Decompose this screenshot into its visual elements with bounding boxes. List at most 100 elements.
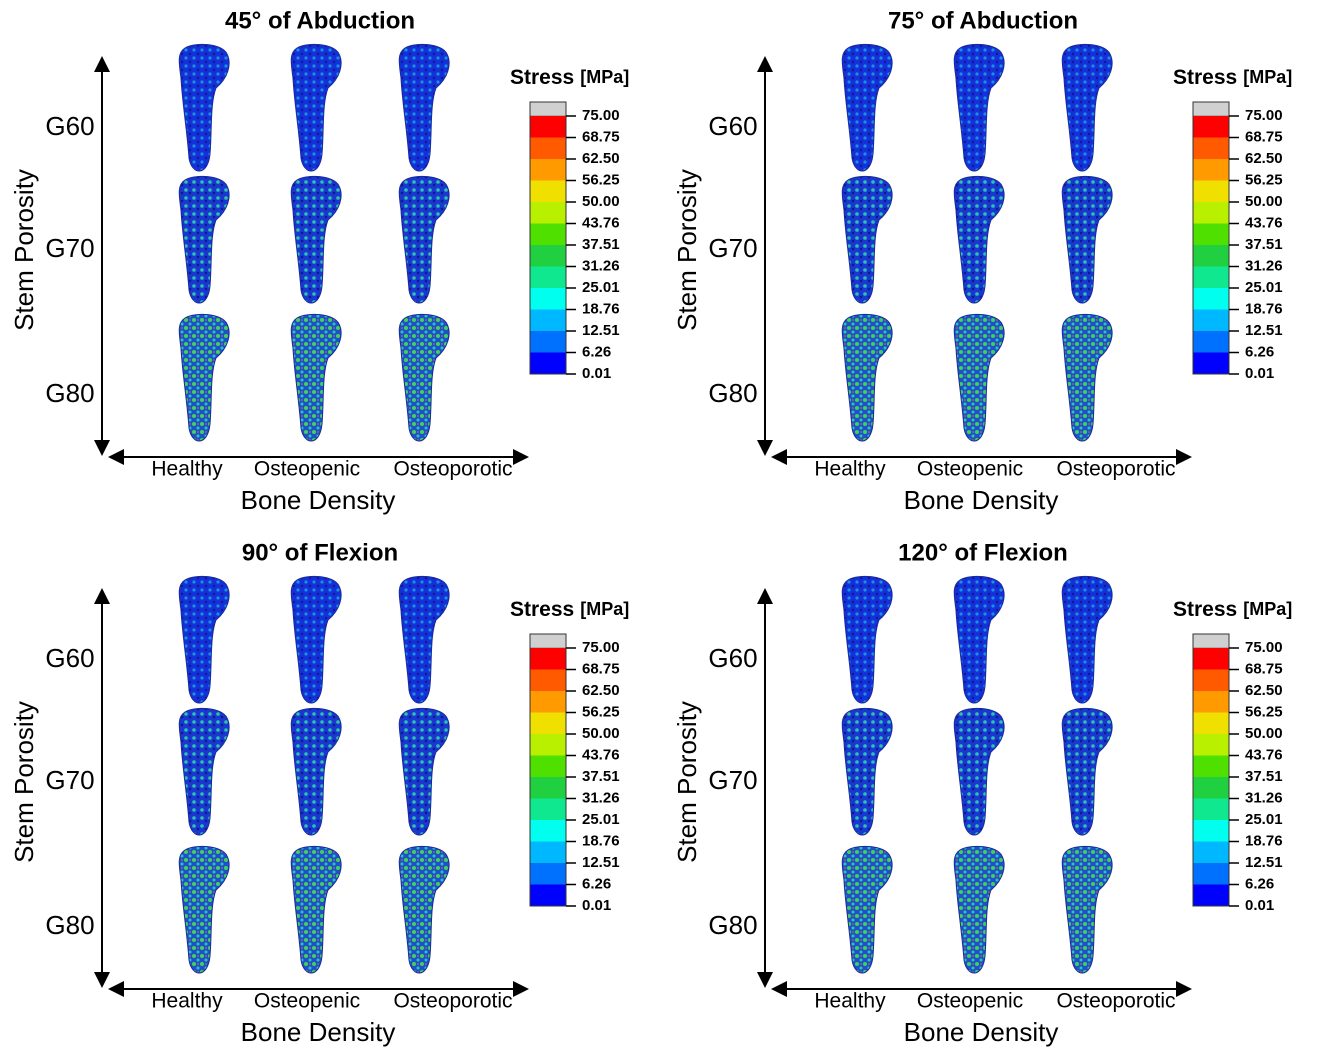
colorbar-band (530, 884, 566, 906)
legend-title: Stress [MPa] (510, 598, 629, 621)
y-axis-label: Stem Porosity (9, 169, 39, 331)
colorbar-band (530, 841, 566, 863)
colorbar-band (1193, 863, 1229, 885)
colorbar-label: 18.76 (582, 832, 620, 849)
row-label: G80 (708, 910, 757, 940)
colorbar-frame (1192, 101, 1230, 375)
colorbar-label: 18.76 (1245, 300, 1283, 317)
colorbar-band (530, 798, 566, 820)
legend-unit: [MPa] (580, 599, 629, 619)
colorbar-band (1193, 159, 1229, 181)
colorbar-cap (1192, 101, 1230, 117)
colorbar-band (1193, 884, 1229, 906)
colorbar-band (1193, 648, 1229, 670)
y-axis-label: Stem Porosity (672, 701, 702, 863)
colorbar-label: 12.51 (1245, 322, 1283, 339)
implant-image (1061, 313, 1113, 442)
panel: 90° of Flexion Stem Porosity Bone Density G… (9, 539, 629, 1047)
implant-image (178, 175, 230, 304)
legend-unit: [MPa] (1243, 67, 1292, 87)
implant-image (178, 845, 230, 974)
implant-image (953, 175, 1005, 304)
legend-unit: [MPa] (1243, 599, 1292, 619)
colorbar-band (530, 712, 566, 734)
colorbar-label: 50.00 (1245, 725, 1283, 742)
implant-image (841, 707, 893, 836)
colorbar-band (1193, 755, 1229, 777)
colorbar-label: 50.00 (582, 725, 620, 742)
colorbar-label: 0.01 (1245, 897, 1274, 914)
implant-image (290, 43, 342, 172)
colorbar-label: 31.26 (582, 257, 620, 274)
colorbar-band (1193, 116, 1229, 138)
panel: 120° of Flexion Stem Porosity Bone Density… (672, 539, 1292, 1047)
panel: 45° of Abduction Stem Porosity Bone Densit… (9, 7, 629, 515)
column-label: Osteoporotic (1056, 990, 1175, 1013)
column-label: Healthy (151, 990, 223, 1013)
legend-title: Stress [MPa] (1173, 66, 1292, 89)
implant-image (841, 43, 893, 172)
colorbar-label: 0.01 (582, 897, 611, 914)
x-axis-label: Bone Density (904, 485, 1059, 515)
colorbar-label: 25.01 (582, 811, 620, 828)
colorbar-label: 12.51 (1245, 854, 1283, 871)
column-label: Healthy (814, 458, 886, 481)
implant-image (953, 707, 1005, 836)
colorbar-band (530, 352, 566, 374)
colorbar-band (530, 820, 566, 842)
colorbar-band (530, 669, 566, 691)
row-label: G80 (708, 378, 757, 408)
implant-image (841, 175, 893, 304)
colorbar-band (530, 863, 566, 885)
implant-image (953, 43, 1005, 172)
column-label: Osteoporotic (393, 458, 512, 481)
colorbar-band (1193, 798, 1229, 820)
column-label: Healthy (814, 990, 886, 1013)
column-label: Healthy (151, 458, 223, 481)
colorbar-label: 68.75 (582, 660, 620, 677)
colorbar-label: 68.75 (582, 128, 620, 145)
implant-image (841, 845, 893, 974)
colorbar-band (530, 116, 566, 138)
implant-image (178, 707, 230, 836)
colorbar-label: 18.76 (1245, 832, 1283, 849)
colorbar-band (1193, 137, 1229, 159)
colorbar-label: 43.76 (582, 746, 620, 763)
colorbar-band (530, 648, 566, 670)
colorbar-label: 12.51 (582, 854, 620, 871)
colorbar-band (1193, 777, 1229, 799)
x-axis-label: Bone Density (241, 1017, 396, 1047)
colorbar-label: 6.26 (582, 875, 611, 892)
implant-image (178, 313, 230, 442)
colorbar-label: 25.01 (582, 279, 620, 296)
implant-image (290, 707, 342, 836)
legend-title-text: Stress (510, 66, 574, 89)
implant-image (398, 707, 450, 836)
colorbar-band (1193, 691, 1229, 713)
colorbar-label: 25.01 (1245, 279, 1283, 296)
panel: 75° of Abduction Stem Porosity Bone Densit… (672, 7, 1292, 515)
colorbar-band (530, 245, 566, 267)
colorbar-band (1193, 266, 1229, 288)
implant-image (398, 175, 450, 304)
x-axis-label: Bone Density (241, 485, 396, 515)
colorbar-label: 50.00 (582, 193, 620, 210)
x-axis-label: Bone Density (904, 1017, 1059, 1047)
colorbar-label: 62.50 (1245, 682, 1283, 699)
colorbar-band (1193, 245, 1229, 267)
column-label: Osteoporotic (1056, 458, 1175, 481)
implant-image (1061, 43, 1113, 172)
colorbar-label: 68.75 (1245, 660, 1283, 677)
colorbar-label: 56.25 (1245, 171, 1283, 188)
colorbar-label: 68.75 (1245, 128, 1283, 145)
colorbar-label: 62.50 (582, 682, 620, 699)
colorbar-band (530, 691, 566, 713)
column-label: Osteopenic (917, 990, 1023, 1013)
colorbar-label: 18.76 (582, 300, 620, 317)
colorbar-label: 6.26 (1245, 343, 1274, 360)
colorbar-band (530, 331, 566, 353)
colorbar-frame (529, 101, 567, 375)
column-label: Osteopenic (254, 990, 360, 1013)
row-label: G60 (708, 111, 757, 141)
